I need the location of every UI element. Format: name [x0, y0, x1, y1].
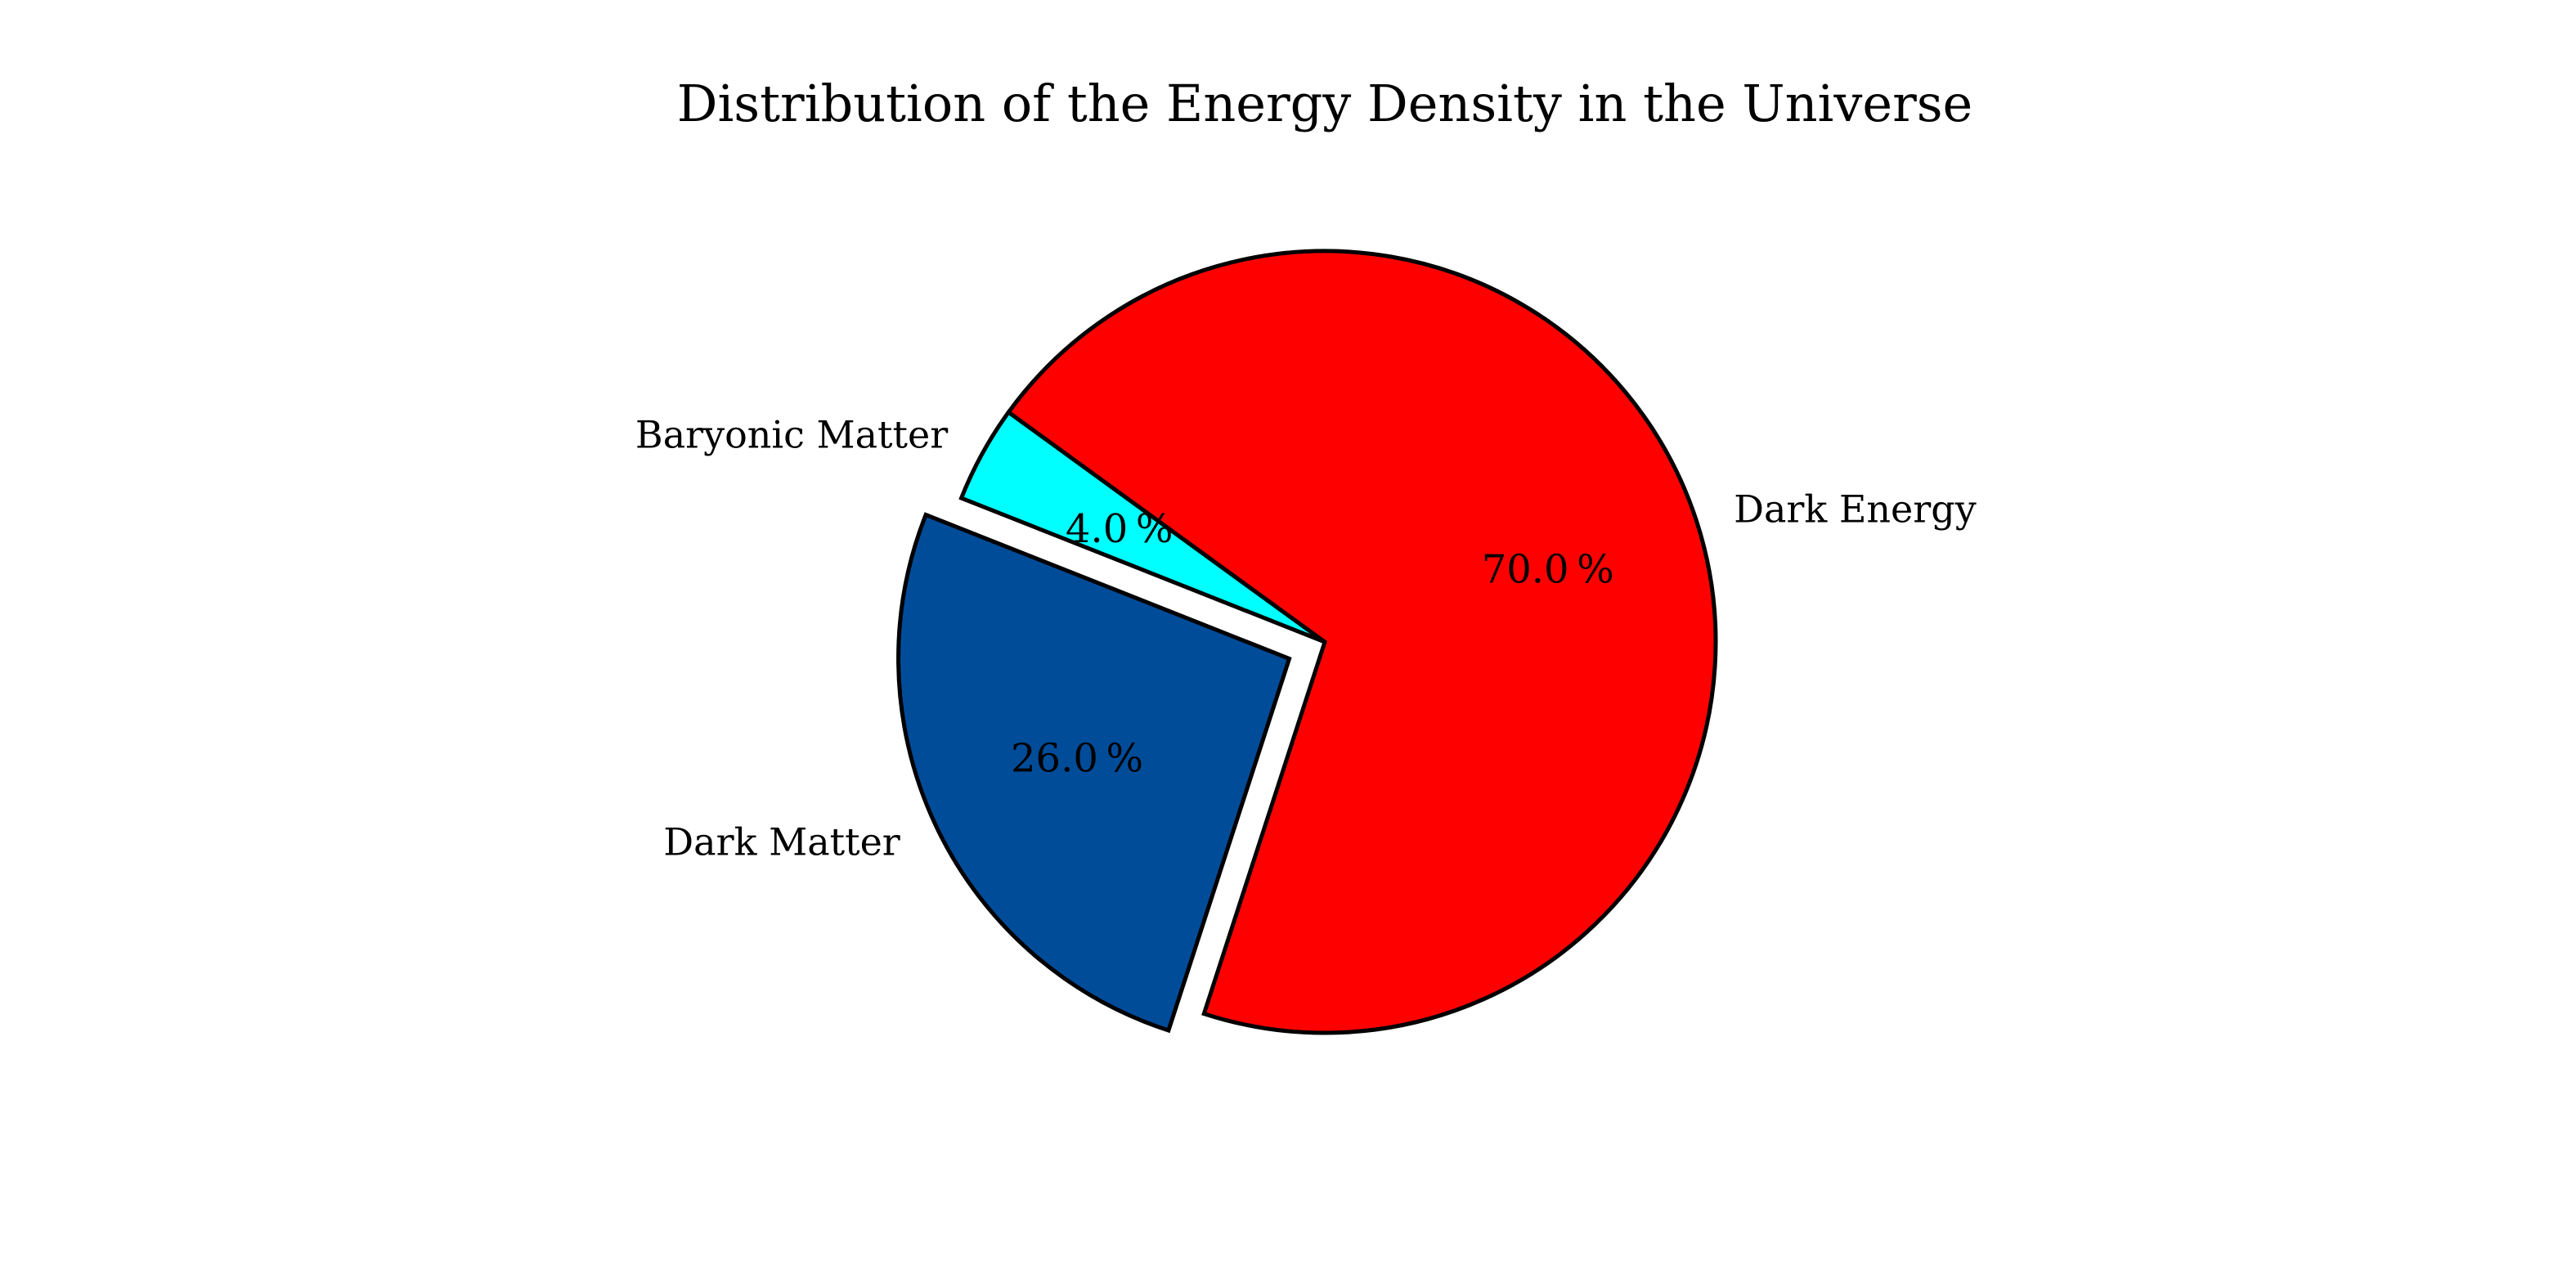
slice-percent-dark-matter: 26.0 %	[1011, 736, 1143, 782]
slice-percent-dark-energy: 70.0 %	[1482, 546, 1614, 592]
pie-slice-dark-matter	[896, 512, 1292, 1034]
chart-title: Distribution of the Energy Density in th…	[677, 74, 1972, 133]
pie-slices	[896, 249, 1718, 1035]
slice-label-dark-matter: Dark Matter	[663, 819, 900, 864]
slice-label-dark-energy: Dark Energy	[1734, 487, 1977, 532]
slice-percent-baryonic-matter: 4.0 %	[1066, 506, 1174, 552]
slice-label-baryonic-matter: Baryonic Matter	[635, 413, 948, 457]
pie-labels: Baryonic Matter 4.0 % Dark Matter 26.0 % Dar…	[635, 413, 1977, 864]
pie-slice-dark-energy	[1005, 249, 1718, 1035]
